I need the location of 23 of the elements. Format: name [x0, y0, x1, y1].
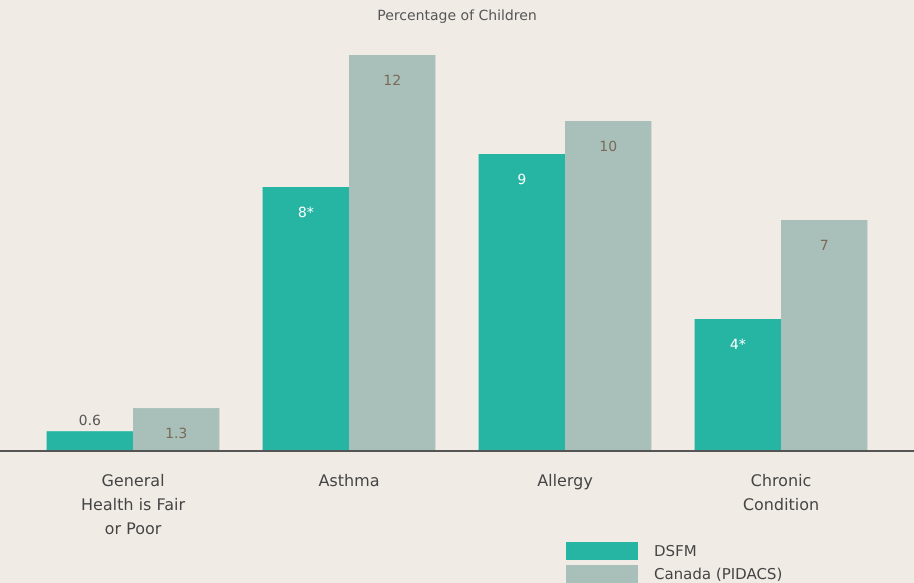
data-label: 7: [820, 238, 829, 254]
bar: [262, 187, 349, 451]
data-label: 4*: [730, 337, 746, 353]
bar: [349, 55, 436, 451]
bar: [781, 220, 868, 451]
chart-title: Percentage of Children: [377, 8, 537, 24]
bar: [565, 121, 652, 451]
legend-label: DSFM: [654, 542, 697, 560]
x-tick-label: Allergy: [537, 471, 593, 490]
x-tick-label: Asthma: [318, 471, 380, 490]
data-label: 9: [517, 172, 526, 188]
bar: [133, 408, 220, 451]
data-label: 1.3: [165, 426, 188, 442]
data-label: 12: [383, 73, 402, 89]
x-tick-label: General Health is Fair or Poor: [80, 471, 186, 538]
data-label: 8*: [298, 205, 314, 221]
bar: [46, 431, 133, 451]
x-tick-label: Chronic Condition: [742, 471, 820, 514]
bar: [478, 154, 565, 451]
data-label: 0.6: [78, 413, 102, 430]
legend-label: Canada (PIDACS): [654, 565, 782, 583]
bar: [694, 319, 781, 451]
data-label: 10: [599, 139, 618, 155]
